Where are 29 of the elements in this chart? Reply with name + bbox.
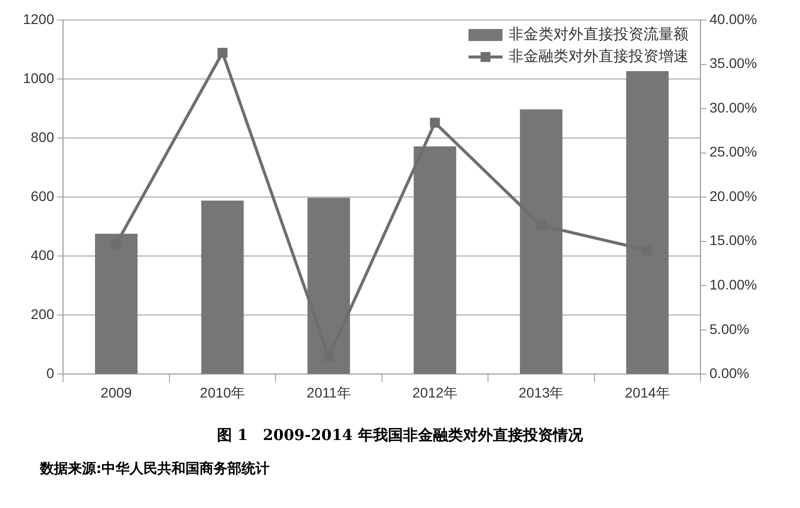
y-tick-label: 400 [30, 246, 54, 263]
point [218, 48, 228, 58]
x-tick-label: 2009 [100, 384, 132, 400]
y2-tick-label: 10.00% [710, 276, 757, 293]
y2-tick-label: 25.00% [710, 144, 757, 160]
y2-tick-label: 30.00% [710, 99, 757, 116]
y2-tick-label: 20.00% [710, 188, 757, 204]
legend-label: 非金类对外直接投资流量额 [508, 24, 689, 43]
x-tick-label: 2012年 [412, 384, 458, 400]
x-tick-label: 2013年 [518, 384, 564, 400]
x-tick-label: 2011年 [306, 384, 351, 400]
source-note: 数据来源:中华人民共和国商务部统计 [40, 460, 270, 478]
y2-tick-label: 40.00% [710, 10, 757, 27]
y-tick-label: 600 [30, 188, 54, 204]
x-tick-label: 2010年 [200, 384, 246, 400]
y-tick-label: 1000 [22, 70, 54, 86]
x-tick-label: 2014年 [624, 384, 670, 400]
legend-label: 非金融类对外直接投资增速 [508, 46, 689, 65]
y2-tick-label: 15.00% [710, 232, 757, 248]
y2-tick-label: 35.00% [710, 55, 757, 72]
y-tick-label: 800 [30, 128, 54, 145]
y-tick-label: 1200 [22, 10, 54, 27]
y-tick-label: 200 [30, 306, 54, 322]
point [430, 118, 440, 128]
y2-tick-label: 0.00% [710, 365, 750, 382]
text: 图 1 2009-2014 年我国非金融类对外直接投资情况 [216, 426, 584, 445]
y2-tick-label: 5.00% [710, 320, 750, 337]
bar [201, 200, 244, 374]
y-tick-label: 0 [46, 365, 54, 382]
